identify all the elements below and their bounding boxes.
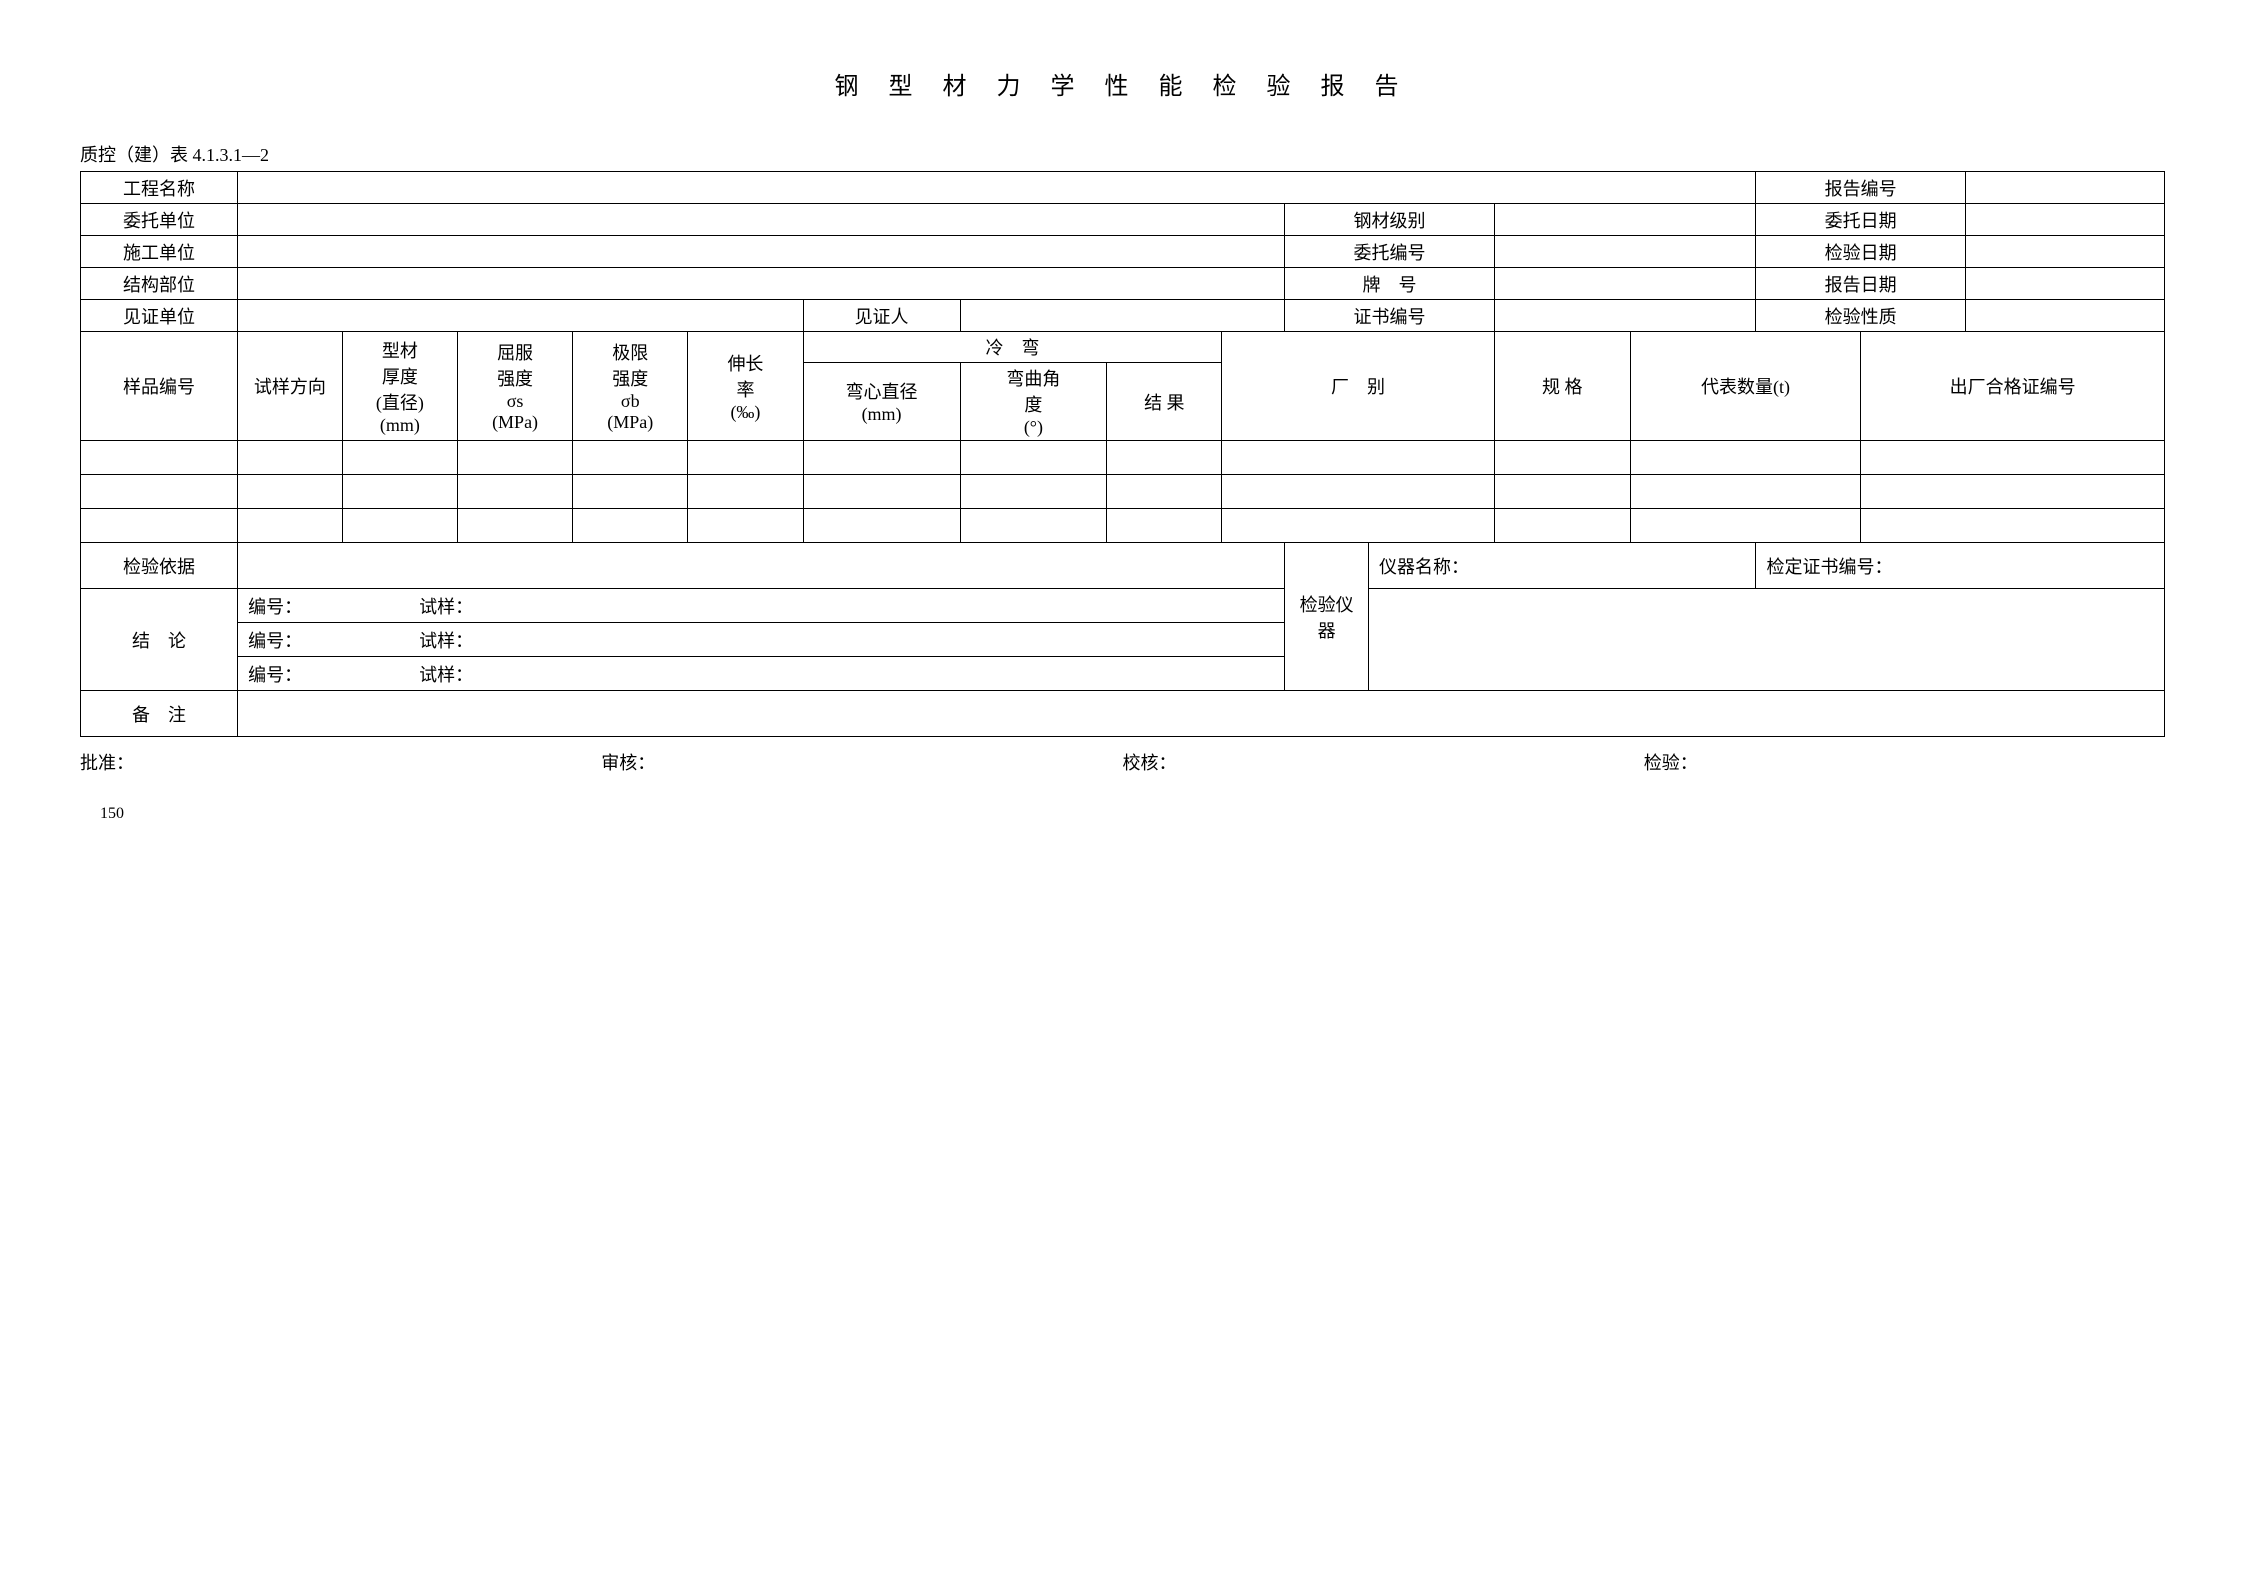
col-cert: 出厂合格证编号 (1861, 332, 2165, 441)
value-client-unit (238, 204, 1285, 236)
label-test-nature: 检验性质 (1756, 300, 1965, 332)
label-construction-unit: 施工单位 (81, 236, 238, 268)
col-spec: 规 格 (1494, 332, 1630, 441)
value-steel-grade (1494, 204, 1756, 236)
value-remark (238, 691, 2165, 737)
conclusion-row-3: 编号： 试样： (238, 657, 1285, 691)
label-instrument-name: 仪器名称： (1369, 543, 1756, 589)
label-test-date: 检验日期 (1756, 236, 1965, 268)
value-witness-unit (238, 300, 803, 332)
label-steel-grade: 钢材级别 (1285, 204, 1494, 236)
label-witness-person: 见证人 (803, 300, 960, 332)
col-sample-no: 样品编号 (81, 332, 238, 441)
value-cert-no (1494, 300, 1756, 332)
label-remark: 备 注 (81, 691, 238, 737)
label-client-date: 委托日期 (1756, 204, 1965, 236)
col-qty: 代表数量(t) (1630, 332, 1860, 441)
value-entrust-no (1494, 236, 1756, 268)
label-conclusion: 结 论 (81, 589, 238, 691)
value-report-no (1965, 172, 2164, 204)
inspection-report-table: 工程名称 报告编号 委托单位 钢材级别 委托日期 施工单位 委托编号 检验日期 … (80, 171, 2165, 737)
conclusion-row-2: 编号： 试样： (238, 623, 1285, 657)
label-report-no: 报告编号 (1756, 172, 1965, 204)
label-cert-no: 证书编号 (1285, 300, 1494, 332)
value-basis (238, 543, 1285, 589)
col-result: 结 果 (1107, 363, 1222, 441)
value-project-name (238, 172, 1756, 204)
col-bend-diameter: 弯心直径(mm) (803, 363, 960, 441)
label-calib-cert: 检定证书编号： (1756, 543, 2165, 589)
page-number: 150 (80, 805, 2165, 823)
col-elongation: 伸长率(‰) (688, 332, 803, 441)
label-basis: 检验依据 (81, 543, 238, 589)
signature-row: 批准： 审核： 校核： 检验： (80, 749, 2165, 775)
col-thickness: 型材厚度(直径)(mm) (342, 332, 457, 441)
label-report-date: 报告日期 (1756, 268, 1965, 300)
table-row (81, 509, 2165, 543)
conclusion-row-1: 编号： 试样： (238, 589, 1285, 623)
value-client-date (1965, 204, 2164, 236)
col-cold-bend: 冷 弯 (803, 332, 1222, 363)
sig-test: 检验： (1644, 749, 2165, 775)
value-witness-person (960, 300, 1285, 332)
label-test-instrument: 检验仪器 (1285, 543, 1369, 691)
value-brand (1494, 268, 1756, 300)
form-code: 质控（建）表 4.1.3.1—2 (80, 141, 2165, 167)
sig-check: 校核： (1123, 749, 1644, 775)
instrument-details (1369, 589, 2165, 691)
document-title: 钢 型 材 力 学 性 能 检 验 报 告 (80, 66, 2165, 101)
label-entrust-no: 委托编号 (1285, 236, 1494, 268)
value-construction-unit (238, 236, 1285, 268)
value-test-nature (1965, 300, 2164, 332)
table-row (81, 441, 2165, 475)
col-tensile: 极限强度σb(MPa) (573, 332, 688, 441)
value-test-date (1965, 236, 2164, 268)
table-row (81, 475, 2165, 509)
col-factory: 厂 别 (1222, 332, 1494, 441)
value-report-date (1965, 268, 2164, 300)
label-brand: 牌 号 (1285, 268, 1494, 300)
col-sample-dir: 试样方向 (238, 332, 343, 441)
sig-approve: 批准： (80, 749, 601, 775)
label-client-unit: 委托单位 (81, 204, 238, 236)
label-witness-unit: 见证单位 (81, 300, 238, 332)
col-yield: 屈服强度σs(MPa) (457, 332, 572, 441)
col-bend-angle: 弯曲角度(°) (960, 363, 1107, 441)
sig-review: 审核： (601, 749, 1122, 775)
label-project-name: 工程名称 (81, 172, 238, 204)
value-structure-part (238, 268, 1285, 300)
label-structure-part: 结构部位 (81, 268, 238, 300)
